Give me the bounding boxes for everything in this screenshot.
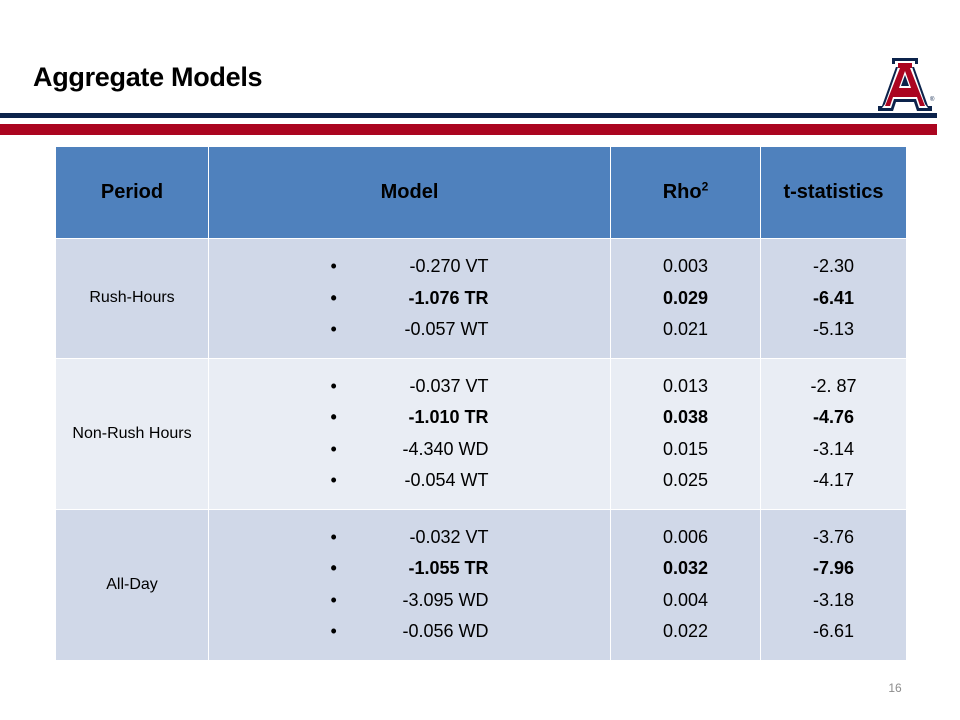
header-rule-red [0, 124, 937, 135]
model-term-list: • -0.037 VT • -1.010 TR • -4.340 WD • -0.054 WT [331, 371, 489, 497]
table-row: Rush-Hours • -0.270 VT • -1.076 TR • -0.057 WT… [55, 238, 907, 359]
table-row: Non-Rush Hours • -0.037 VT • -1.010 TR • -4.34… [55, 357, 907, 510]
model-cell: • -0.032 VT • -1.055 TR • -3.095 WD • -0.056 WD [208, 508, 611, 661]
tstat-value: -3.14 [812, 438, 855, 459]
model-term-text: -0.054 WT [404, 470, 489, 490]
bullet-icon: • [330, 287, 337, 308]
period-cell: Non-Rush Hours [55, 357, 209, 510]
tstat-value: -2. 87 [810, 375, 857, 396]
rho-value: 0.021 [662, 319, 709, 339]
model-term: • -1.055 TR [331, 553, 489, 585]
model-term-text: -0.032 VT [409, 526, 489, 547]
bullet-icon: • [330, 407, 337, 427]
model-term-text: -0.270 VT [409, 256, 489, 276]
rho-cell: 0.003 0.029 0.021 [610, 238, 761, 359]
logo-trademark: ® [930, 97, 935, 103]
rho-value: 0.025 [662, 470, 709, 490]
tstat-cell: -3.76 -7.96 -3.18 -6.61 [760, 508, 907, 661]
bullet-icon: • [330, 375, 337, 396]
rho-cell: 0.006 0.032 0.004 0.022 [610, 508, 761, 661]
university-a-logo-icon [878, 58, 932, 111]
bullet-icon: • [330, 526, 337, 547]
rho-value: 0.003 [662, 256, 709, 276]
rho-value: 0.006 [662, 526, 709, 547]
rho-value: 0.004 [662, 589, 709, 610]
model-term: • -1.076 TR [331, 283, 489, 315]
model-term-text: -0.056 WD [402, 621, 489, 641]
tstat-value: -5.13 [812, 319, 855, 339]
model-term-text: -1.055 TR [408, 558, 489, 578]
model-term-text: -3.095 WD [402, 589, 489, 610]
model-term-list: • -0.270 VT • -1.076 TR • -0.057 WT [331, 251, 489, 346]
model-term-text: -0.037 VT [409, 375, 489, 396]
tstat-value: -6.41 [812, 287, 855, 308]
page-number: 16 [888, 681, 902, 695]
tstat-value: -3.76 [812, 526, 855, 547]
rho-value: 0.022 [662, 621, 709, 641]
period-cell: All-Day [55, 508, 209, 661]
tstat-value: -4.17 [812, 470, 855, 490]
model-term-list: • -0.032 VT • -1.055 TR • -3.095 WD • -0.056 WD [331, 522, 489, 648]
model-term: • -0.032 VT [331, 522, 489, 554]
table-header-row: Period Model Rho2 t-statistics [55, 146, 907, 239]
slide-title: Aggregate Models [33, 62, 263, 92]
bullet-icon: • [330, 589, 337, 610]
bullet-icon: • [330, 470, 337, 490]
model-term-text: -0.057 WT [404, 319, 489, 339]
model-cell: • -0.037 VT • -1.010 TR • -4.340 WD • -0.054 WT [208, 357, 611, 510]
rho-value: 0.029 [662, 287, 709, 308]
header-model: Model [208, 146, 611, 239]
tstat-value: -7.96 [812, 558, 855, 578]
tstat-value: -6.61 [812, 621, 855, 641]
model-term-text: -1.010 TR [408, 407, 489, 427]
model-term: • -0.057 WT [331, 314, 489, 346]
bullet-icon: • [330, 256, 337, 276]
rho-value: 0.032 [662, 558, 709, 578]
model-term: • -0.054 WT [331, 465, 489, 497]
model-term: • -1.010 TR [331, 402, 489, 434]
bullet-icon: • [330, 558, 337, 578]
model-term: • -3.095 WD [331, 585, 489, 617]
bullet-icon: • [330, 621, 337, 641]
tstat-value: -4.76 [812, 407, 855, 427]
model-cell: • -0.270 VT • -1.076 TR • -0.057 WT [208, 238, 611, 359]
model-term: • -0.037 VT [331, 371, 489, 403]
rho-value: 0.015 [662, 438, 709, 459]
model-term: • -0.270 VT [331, 251, 489, 283]
model-term-text: -1.076 TR [408, 287, 489, 308]
rho-cell: 0.013 0.038 0.015 0.025 [610, 357, 761, 510]
model-term: • -0.056 WD [331, 616, 489, 648]
bullet-icon: • [330, 319, 337, 339]
model-term-text: -4.340 WD [402, 438, 489, 459]
header-rule-navy [0, 113, 937, 118]
bullet-icon: • [330, 438, 337, 459]
table-row: All-Day • -0.032 VT • -1.055 TR • -3.095 WD • -0… [55, 508, 907, 661]
tstat-cell: -2.30 -6.41 -5.13 [760, 238, 907, 359]
period-cell: Rush-Hours [55, 238, 209, 359]
tstat-value: -3.18 [812, 589, 855, 610]
rho-value: 0.013 [662, 375, 709, 396]
tstat-cell: -2. 87 -4.76 -3.14 -4.17 [760, 357, 907, 510]
header-rho: Rho2 [610, 146, 761, 239]
header-tstat: t-statistics [760, 146, 907, 239]
rho-value: 0.038 [662, 407, 709, 427]
tstat-value: -2.30 [812, 256, 855, 276]
aggregate-models-table: Period Model Rho2 t-statistics Rush-Hour… [55, 146, 907, 661]
model-term: • -4.340 WD [331, 434, 489, 466]
header-period: Period [55, 146, 209, 239]
